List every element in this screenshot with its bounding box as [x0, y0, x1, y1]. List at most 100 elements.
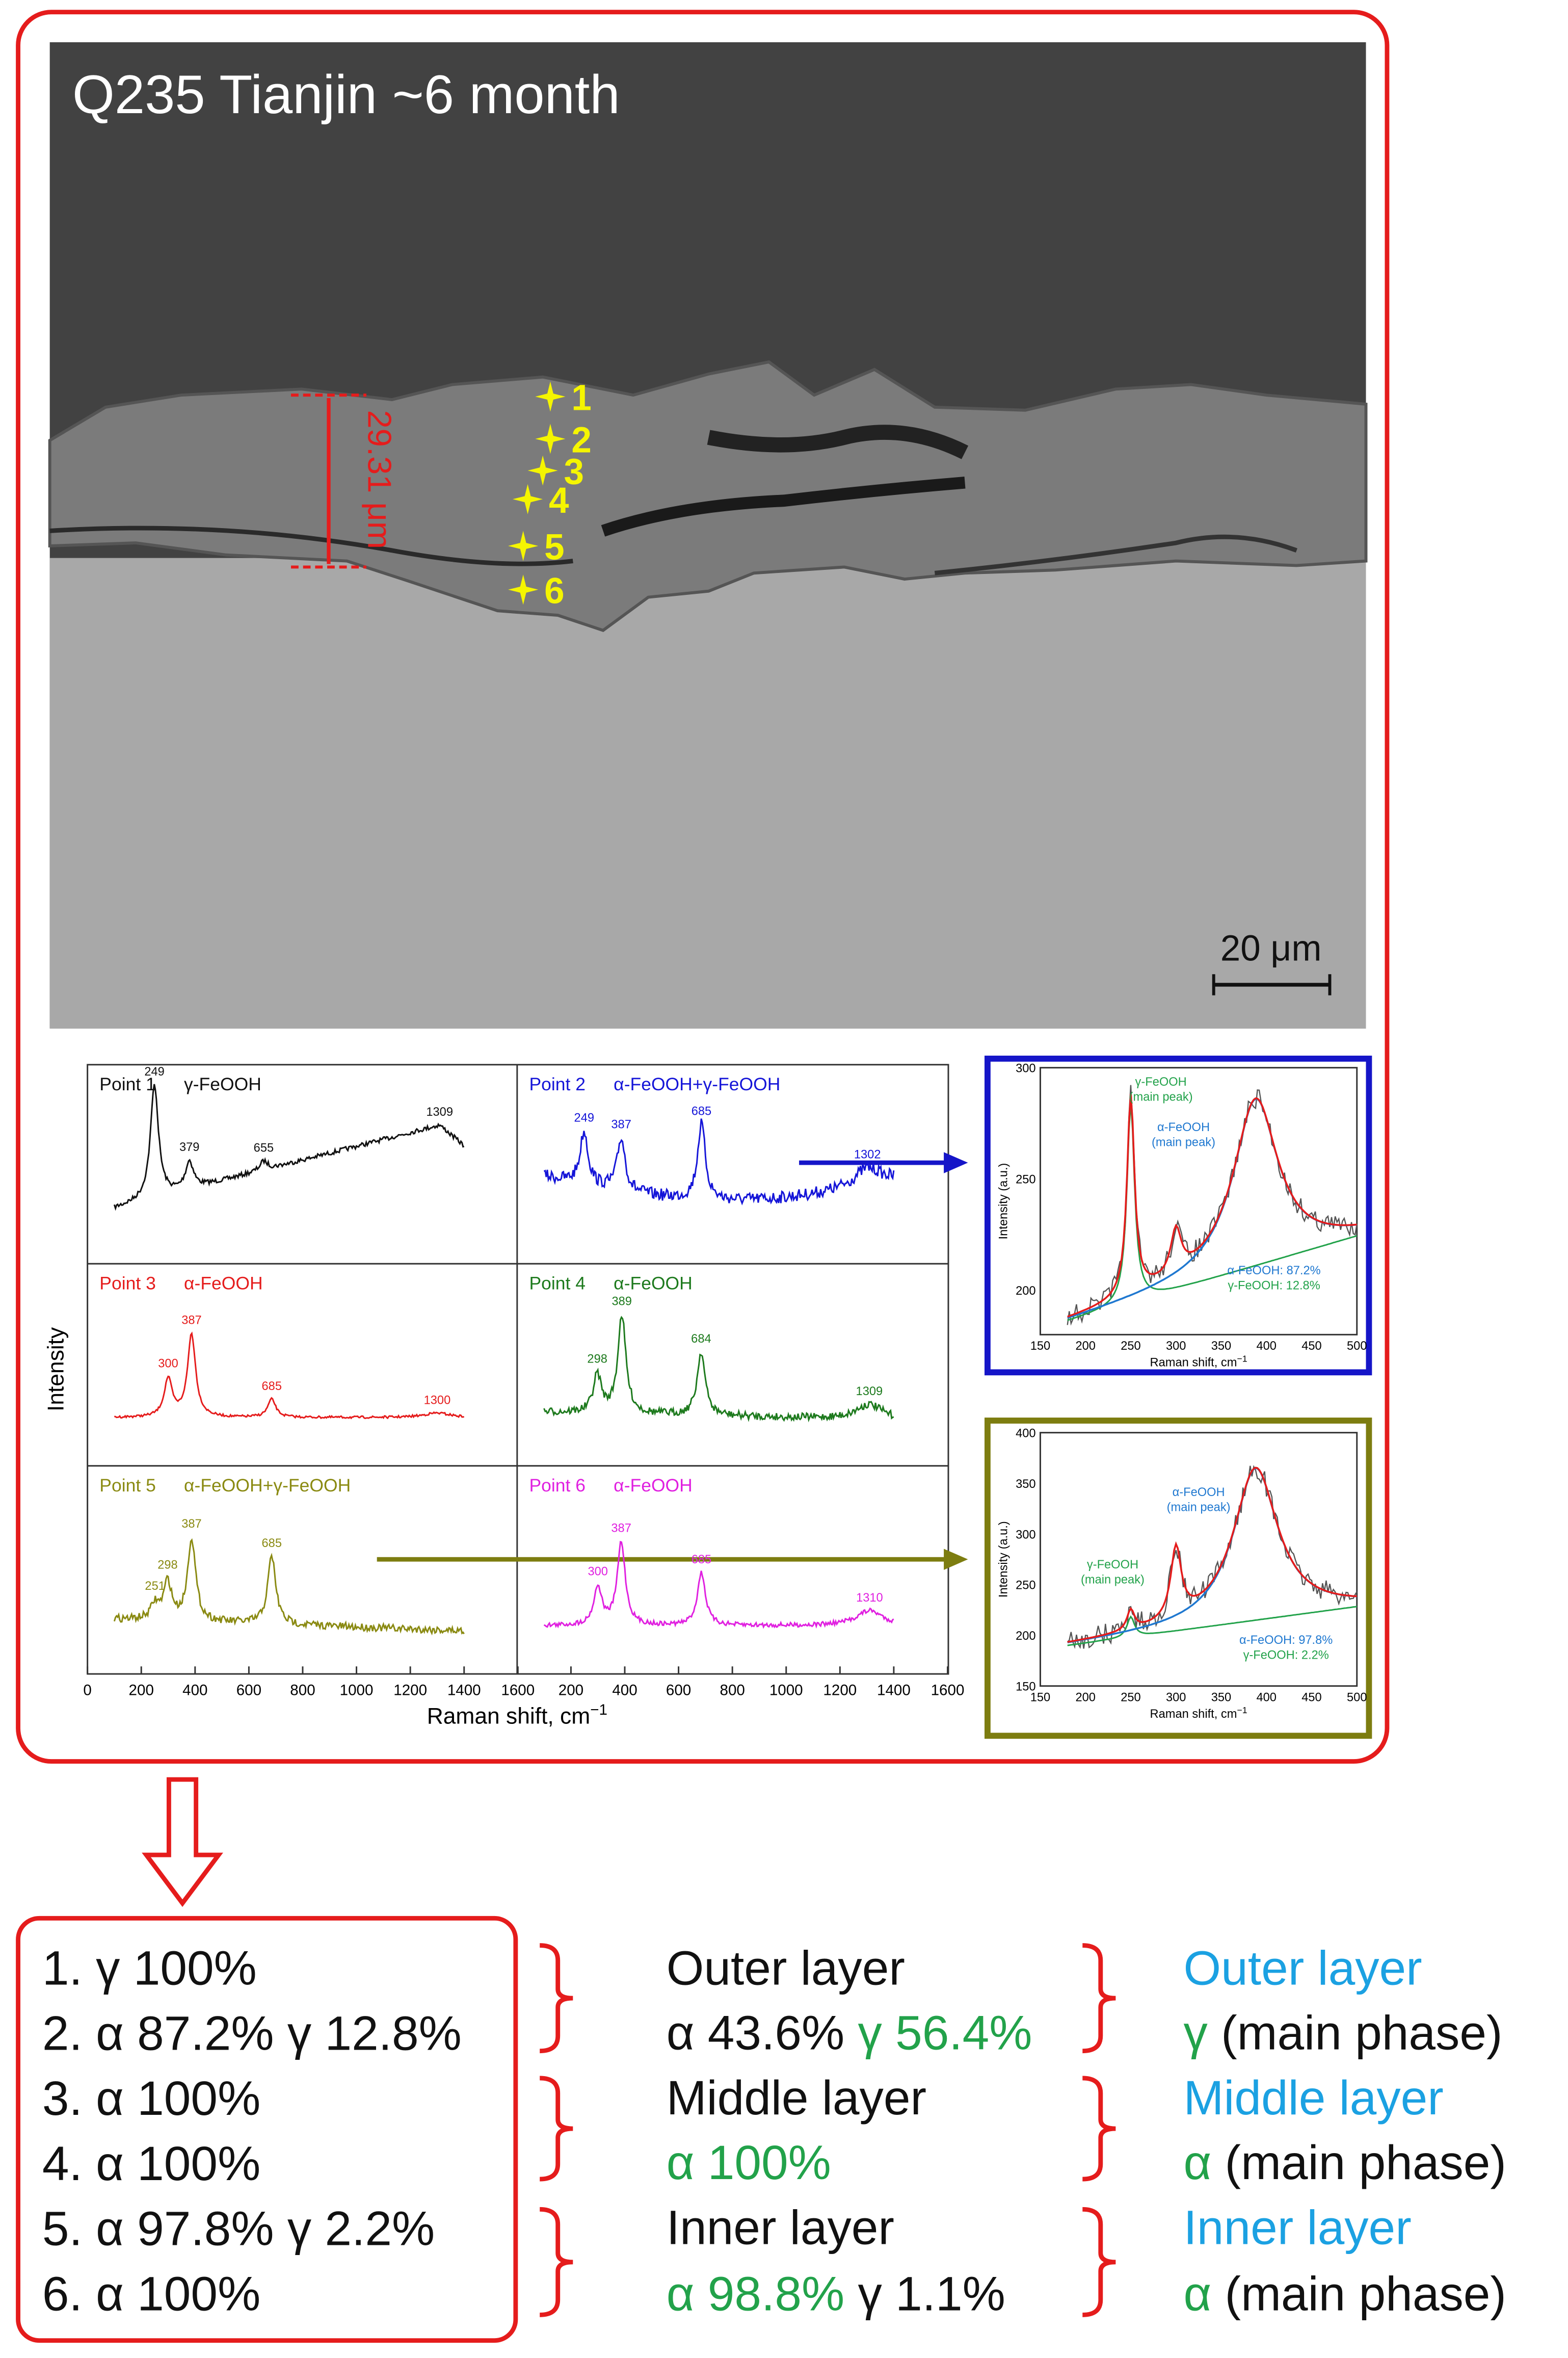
- peak-label: 251: [145, 1580, 165, 1593]
- peak-label: 387: [181, 1517, 201, 1531]
- alpha-result: α-FeOOH: 87.2%: [1227, 1264, 1320, 1277]
- brace: [540, 2076, 573, 2182]
- panel-phase: α-FeOOH: [184, 1273, 263, 1294]
- spectrum: [543, 1118, 895, 1206]
- peak-label: 389: [612, 1295, 631, 1308]
- point-label: 3: [564, 452, 584, 492]
- alpha: α 43.6%: [667, 2006, 844, 2060]
- phase: α (main phase): [1184, 2136, 1506, 2190]
- peak-label: 387: [611, 1118, 631, 1131]
- x-tick-label: 150: [1030, 1691, 1050, 1704]
- fit-frame: [984, 1418, 1372, 1739]
- x-tick-label: 1200: [393, 1682, 427, 1698]
- crack: [601, 476, 966, 537]
- raw-data: [1067, 1465, 1358, 1649]
- y-tick-label: 200: [1016, 1630, 1035, 1643]
- peak-label: 249: [574, 1112, 594, 1125]
- x-tick-label: 1600: [501, 1682, 535, 1698]
- x-axis-label-text: Raman shift, cm: [1150, 1708, 1237, 1721]
- x-tick-label: 350: [1211, 1691, 1231, 1704]
- layer-name: Outer layer: [667, 1941, 905, 1995]
- brace: [540, 1943, 573, 2054]
- y-tick-label: 250: [1016, 1579, 1035, 1592]
- panel-point: Point 1: [99, 1074, 156, 1094]
- x-tick-label: 450: [1301, 1340, 1321, 1353]
- down-arrow: [142, 1777, 223, 1907]
- phase: γ (main phase): [1184, 2006, 1503, 2060]
- point-label: 4: [549, 481, 569, 521]
- total-fit: [1067, 1094, 1357, 1318]
- gamma-label: γ-FeOOH: [1135, 1076, 1187, 1089]
- frame: [16, 10, 1390, 1764]
- x-axis-label: Raman shift, cm−1: [1150, 1354, 1247, 1370]
- peak-label: 379: [179, 1141, 199, 1154]
- x-tick-label: 200: [559, 1682, 583, 1698]
- x-axis-label: Raman shift, cm−1: [427, 1701, 607, 1729]
- x-tick-label: 350: [1211, 1340, 1231, 1353]
- panel-phase: α-FeOOH: [614, 1475, 693, 1496]
- x-tick-label: 250: [1121, 1340, 1140, 1353]
- scale-label: 20 μm: [1220, 929, 1322, 969]
- x-tick-label: 1000: [769, 1682, 803, 1698]
- panel-point: Point 5: [99, 1475, 156, 1496]
- x-axis-label-sup: −1: [590, 1701, 607, 1718]
- micrograph: Q235 Tianjin ~6 month 29.31 μm 20 μm: [48, 42, 1368, 1029]
- point-result: 6. α 100%: [42, 2267, 260, 2321]
- brace: [540, 2207, 573, 2317]
- panel-point: Point 4: [529, 1273, 586, 1294]
- peak-label: 685: [692, 1105, 711, 1118]
- point-marker: [527, 455, 558, 486]
- phase: α (main phase): [1184, 2267, 1506, 2321]
- substrate: [49, 558, 1366, 1029]
- phase-symbol: γ: [1184, 2006, 1208, 2060]
- point-result: 2. α 87.2% γ 12.8%: [42, 2006, 462, 2060]
- gamma-label: γ-FeOOH: [1087, 1558, 1138, 1571]
- plot-area: [1039, 1067, 1358, 1335]
- crack: [49, 526, 573, 566]
- gamma: γ 56.4%: [858, 2006, 1032, 2060]
- arrow-head: [944, 1549, 968, 1570]
- y-tick-label: 350: [1016, 1478, 1035, 1491]
- gamma-fit: [1067, 1606, 1357, 1646]
- point-label: 2: [571, 421, 592, 461]
- phase-symbol: α: [1184, 2136, 1212, 2190]
- summary-box: [16, 1916, 518, 2343]
- point-marker: [535, 381, 566, 412]
- phase-symbol: α: [1184, 2267, 1212, 2321]
- spectrum: [543, 1316, 894, 1423]
- gamma-note: (main peak): [1129, 1091, 1193, 1104]
- layer-name: Middle layer: [667, 2071, 926, 2125]
- brace: [1082, 2076, 1116, 2182]
- y-axis-label: Intensity: [43, 1327, 68, 1411]
- phase-layer: Outer layer: [1184, 1941, 1422, 1995]
- x-tick-label: 800: [290, 1682, 315, 1698]
- gamma: γ 1.1%: [858, 2267, 1005, 2321]
- fit-frame: [984, 1055, 1372, 1376]
- spectrum: [543, 1540, 894, 1629]
- x-axis-label-text: Raman shift, cm: [427, 1704, 590, 1729]
- x-tick-label: 400: [1256, 1340, 1276, 1353]
- panel-point: Point 6: [529, 1475, 586, 1496]
- alpha: α 98.8%: [667, 2267, 844, 2321]
- alpha-note: (main peak): [1152, 1136, 1215, 1149]
- x-tick-label: 500: [1347, 1340, 1367, 1353]
- peak-label: 684: [691, 1332, 711, 1346]
- point-marker: [508, 574, 539, 605]
- x-axis-label: Raman shift, cm−1: [1150, 1705, 1247, 1721]
- x-axis-label-text: Raman shift, cm: [1150, 1356, 1237, 1369]
- y-tick-label: 400: [1016, 1427, 1035, 1440]
- layer-name: Inner layer: [667, 2200, 894, 2255]
- micrograph-title: Q235 Tianjin ~6 month: [72, 64, 620, 125]
- brace: [1082, 1943, 1116, 2054]
- panel-phase: γ-FeOOH: [184, 1074, 261, 1094]
- y-tick-label: 150: [1016, 1681, 1035, 1694]
- x-tick-label: 200: [1075, 1691, 1095, 1704]
- y-tick-label: 300: [1016, 1062, 1035, 1076]
- peak-label: 685: [692, 1553, 711, 1566]
- total-fit: [1067, 1466, 1357, 1643]
- peak-label: 1310: [856, 1591, 883, 1605]
- peak-label: 1309: [426, 1106, 453, 1119]
- gamma-result: γ-FeOOH: 12.8%: [1228, 1279, 1320, 1293]
- layer-composition: α 98.8% γ 1.1%: [667, 2267, 1005, 2321]
- summary: Outer layer α 43.6% γ 56.4% Middle layer…: [42, 1941, 1506, 2321]
